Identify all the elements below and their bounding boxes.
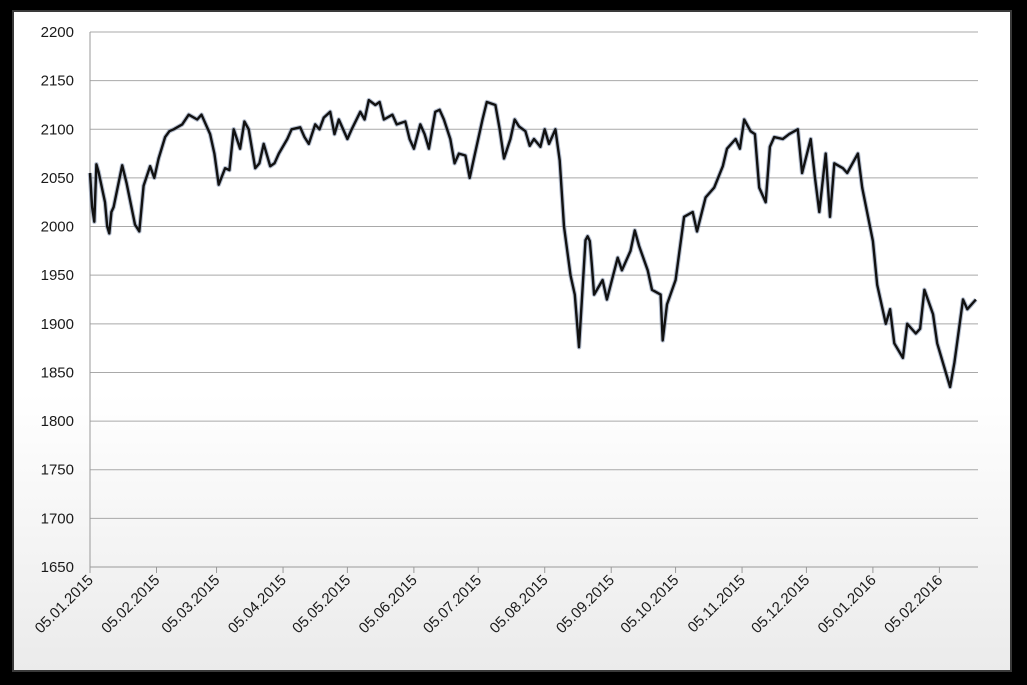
x-tick-label: 05.09.2015 <box>553 572 618 637</box>
x-tick-label: 05.07.2015 <box>420 572 485 637</box>
y-axis-ticks: 1650 1700 1750 1800 1850 1900 1950 2000 2050 2100… <box>41 24 74 576</box>
y-tick-label: 1900 <box>41 316 74 333</box>
y-tick-label: 2150 <box>41 73 74 90</box>
y-tick-label: 2200 <box>41 24 74 41</box>
y-tick-label: 2000 <box>41 219 74 236</box>
series-layer <box>87 97 978 390</box>
y-tick-label: 1800 <box>41 413 74 430</box>
x-tick-label: 05.04.2015 <box>225 572 290 637</box>
chart-frame <box>12 10 1012 672</box>
series-line <box>88 98 977 389</box>
y-tick-label: 1850 <box>41 364 74 381</box>
series-line-shadow <box>87 97 978 390</box>
gridlines <box>90 31 978 568</box>
y-tick-label: 1750 <box>41 462 74 479</box>
y-tick-label: 1950 <box>41 267 74 284</box>
y-tick-label: 2050 <box>41 170 74 187</box>
x-tick-label: 05.03.2015 <box>158 572 223 637</box>
y-tick-label: 1650 <box>41 559 74 576</box>
y-tick-label: 2100 <box>41 121 74 138</box>
x-tick-label: 05.02.2016 <box>881 572 946 637</box>
x-tick-label: 05.01.2015 <box>32 572 97 637</box>
x-tick-label: 05.10.2015 <box>617 572 682 637</box>
x-tick-label: 05.11.2015 <box>685 572 749 636</box>
x-tick-label: 05.01.2016 <box>815 572 880 637</box>
x-tick-label: 05.02.2015 <box>98 572 163 637</box>
y-tick-label: 1700 <box>41 510 74 527</box>
x-tick-label: 05.06.2015 <box>356 572 421 637</box>
x-tick-label: 05.08.2015 <box>486 572 551 637</box>
x-tick-label: 05.12.2015 <box>748 572 813 637</box>
x-tick-label: 05.05.2015 <box>289 572 354 637</box>
